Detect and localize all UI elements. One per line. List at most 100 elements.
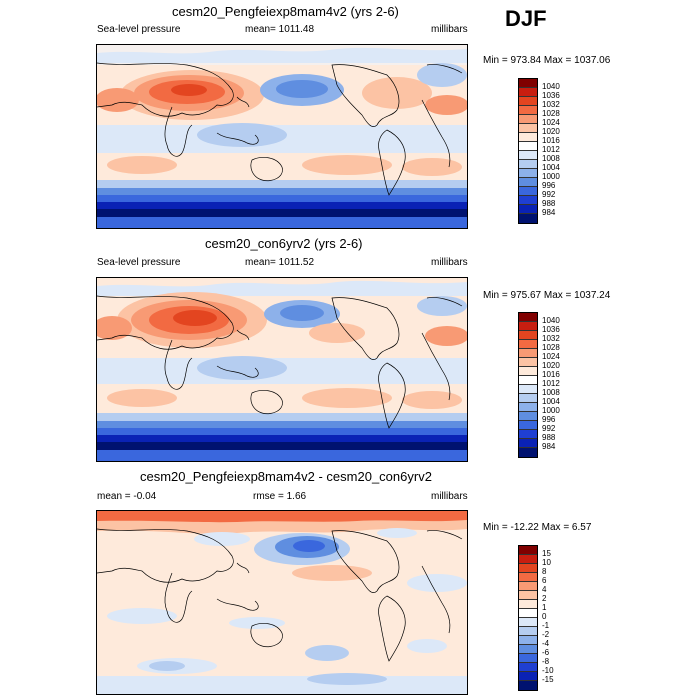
- colorbar-swatch: [519, 97, 537, 106]
- panel-2-mean-label: mean= 1011.52: [245, 257, 315, 268]
- colorbar-tick-label: 10: [542, 558, 551, 567]
- panel-3-rmse-label: rmse = 1.66: [253, 491, 307, 502]
- colorbar-tick-label: 1008: [542, 388, 560, 397]
- colorbar-tick-label: 1000: [542, 172, 560, 181]
- colorbar-swatch: [519, 205, 537, 214]
- colorbar-swatch: [519, 555, 537, 564]
- colorbar-tick-label: 1012: [542, 379, 560, 388]
- colorbar-tick-label: 15: [542, 549, 551, 558]
- colorbar-swatch: [519, 448, 537, 457]
- colorbar-tick-label: 1032: [542, 100, 560, 109]
- colorbar-swatch: [519, 376, 537, 385]
- colorbar-tick-label: 1040: [542, 316, 560, 325]
- colorbar-tick-label: 1: [542, 603, 547, 612]
- colorbar-swatch: [519, 672, 537, 681]
- colorbar-tick-label: 6: [542, 576, 547, 585]
- colorbar-swatch: [519, 106, 537, 115]
- panel-1-minmax: Min = 973.84 Max = 1037.06: [483, 55, 611, 66]
- colorbar-tick-label: 1036: [542, 325, 560, 334]
- colorbar-swatch: [519, 88, 537, 97]
- colorbar-tick-label: -15: [542, 675, 554, 684]
- colorbar-swatch: [519, 367, 537, 376]
- panel-2-variable-label: Sea-level pressure: [97, 257, 181, 268]
- colorbar-swatch: [519, 151, 537, 160]
- colorbar-tick-label: 996: [542, 415, 556, 424]
- panel-3-map: [96, 510, 468, 695]
- colorbar-swatch: [519, 654, 537, 663]
- colorbar-swatch: [519, 591, 537, 600]
- colorbar-tick-label: 1028: [542, 343, 560, 352]
- colorbar-tick-label: 1024: [542, 118, 560, 127]
- colorbar-swatch: [519, 160, 537, 169]
- panel-3-units-label: millibars: [431, 491, 468, 502]
- colorbar-swatch: [519, 600, 537, 609]
- colorbar-tick-label: -1: [542, 621, 550, 630]
- colorbar-tick-label: 988: [542, 199, 556, 208]
- panel-3-colorbar-labels: 15 10 8 6 4 2 1 0 -1 -2 -4 -6 -8 -10 -15: [542, 545, 572, 695]
- colorbar-tick-label: 1032: [542, 334, 560, 343]
- panel-2-colorbar: [518, 312, 538, 458]
- colorbar-tick-label: -6: [542, 648, 550, 657]
- colorbar-swatch: [519, 349, 537, 358]
- colorbar-swatch: [519, 115, 537, 124]
- colorbar-swatch: [519, 681, 537, 690]
- panel-1-colorbar: [518, 78, 538, 224]
- colorbar-tick-label: 1036: [542, 91, 560, 100]
- colorbar-tick-label: 984: [542, 442, 556, 451]
- colorbar-tick-label: 1028: [542, 109, 560, 118]
- colorbar-swatch: [519, 430, 537, 439]
- colorbar-tick-label: 1016: [542, 370, 560, 379]
- colorbar-swatch: [519, 439, 537, 448]
- colorbar-swatch: [519, 142, 537, 151]
- panel-3-minmax: Min = -12.22 Max = 6.57: [483, 522, 592, 533]
- panel-1-title: cesm20_Pengfeiexp8mam4v2 (yrs 2-6): [172, 4, 399, 19]
- colorbar-swatch: [519, 421, 537, 430]
- panel-3-mean-label: mean = -0.04: [97, 491, 157, 502]
- colorbar-tick-label: 1040: [542, 82, 560, 91]
- colorbar-swatch: [519, 187, 537, 196]
- colorbar-tick-label: 8: [542, 567, 547, 576]
- panel-1-mean-label: mean= 1011.48: [245, 24, 315, 35]
- colorbar-tick-label: -10: [542, 666, 554, 675]
- colorbar-tick-label: 1016: [542, 136, 560, 145]
- colorbar-swatch: [519, 313, 537, 322]
- colorbar-swatch: [519, 322, 537, 331]
- colorbar-tick-label: 1020: [542, 127, 560, 136]
- colorbar-swatch: [519, 618, 537, 627]
- panel-3-colorbar: [518, 545, 538, 691]
- panel-1-variable-label: Sea-level pressure: [97, 24, 181, 35]
- colorbar-tick-label: 1004: [542, 397, 560, 406]
- colorbar-swatch: [519, 403, 537, 412]
- colorbar-tick-label: 988: [542, 433, 556, 442]
- panel-2-title: cesm20_con6yrv2 (yrs 2-6): [205, 236, 363, 251]
- colorbar-swatch: [519, 573, 537, 582]
- panel-2-minmax: Min = 975.67 Max = 1037.24: [483, 290, 611, 301]
- colorbar-tick-label: 1004: [542, 163, 560, 172]
- colorbar-tick-label: 0: [542, 612, 547, 621]
- panel-1-units-label: millibars: [431, 24, 468, 35]
- colorbar-swatch: [519, 214, 537, 223]
- colorbar-swatch: [519, 79, 537, 88]
- colorbar-swatch: [519, 196, 537, 205]
- colorbar-swatch: [519, 582, 537, 591]
- colorbar-swatch: [519, 385, 537, 394]
- colorbar-swatch: [519, 340, 537, 349]
- colorbar-swatch: [519, 133, 537, 142]
- colorbar-tick-label: 2: [542, 594, 547, 603]
- panel-1-colorbar-labels: 1040 1036 1032 1028 1024 1020 1016 1012 1008 1004…: [542, 78, 572, 228]
- colorbar-tick-label: 4: [542, 585, 547, 594]
- colorbar-swatch: [519, 331, 537, 340]
- colorbar-tick-label: 1012: [542, 145, 560, 154]
- colorbar-swatch: [519, 178, 537, 187]
- colorbar-tick-label: 996: [542, 181, 556, 190]
- colorbar-tick-label: 1008: [542, 154, 560, 163]
- colorbar-swatch: [519, 358, 537, 367]
- panel-3-title: cesm20_Pengfeiexp8mam4v2 - cesm20_con6yr…: [140, 469, 432, 484]
- colorbar-swatch: [519, 663, 537, 672]
- colorbar-tick-label: 984: [542, 208, 556, 217]
- colorbar-tick-label: -4: [542, 639, 550, 648]
- panel-2-map: [96, 277, 468, 462]
- colorbar-tick-label: 992: [542, 424, 556, 433]
- colorbar-swatch: [519, 412, 537, 421]
- colorbar-swatch: [519, 627, 537, 636]
